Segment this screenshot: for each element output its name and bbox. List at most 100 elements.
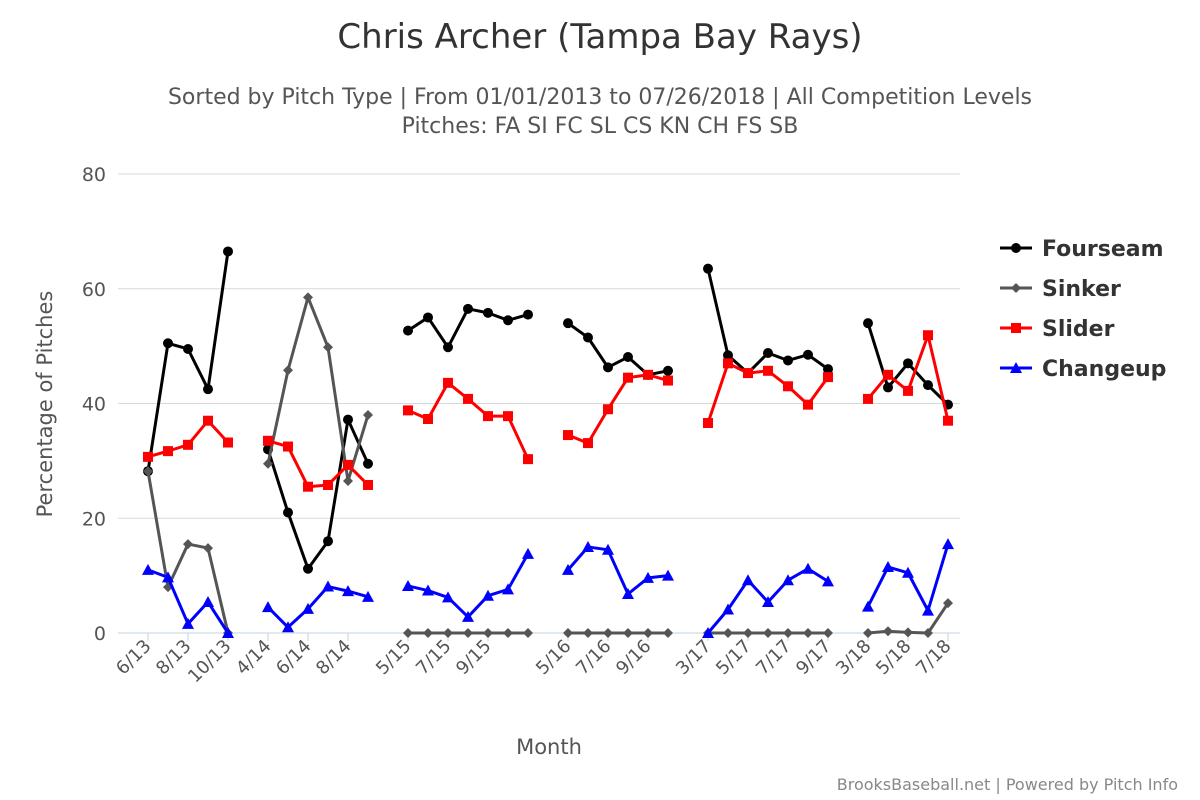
data-point-fourseam bbox=[163, 338, 173, 349]
data-point-changeup bbox=[142, 563, 154, 575]
data-point-slider bbox=[943, 415, 953, 426]
data-point-changeup bbox=[422, 584, 434, 596]
data-point-changeup bbox=[782, 574, 794, 586]
data-point-sinker bbox=[183, 539, 193, 550]
legend-item-changeup[interactable]: Changeup bbox=[1000, 357, 1166, 382]
data-point-fourseam bbox=[863, 318, 873, 329]
data-point-fourseam bbox=[283, 507, 293, 518]
data-point-slider bbox=[303, 481, 313, 492]
data-point-slider bbox=[743, 368, 753, 379]
series-plot-area bbox=[142, 246, 954, 638]
series-line-slider bbox=[567, 373, 669, 445]
data-point-sinker bbox=[323, 342, 333, 353]
data-point-slider bbox=[823, 372, 833, 383]
data-point-sinker bbox=[903, 627, 913, 638]
chart-credits[interactable]: BrooksBaseball.net | Powered by Pitch In… bbox=[837, 775, 1178, 794]
data-point-sinker bbox=[443, 628, 453, 638]
series-line-changeup bbox=[566, 545, 669, 596]
data-point-slider bbox=[263, 435, 273, 446]
data-point-slider bbox=[423, 413, 433, 424]
y-tick-label-40: 40 bbox=[82, 394, 106, 416]
data-point-changeup bbox=[742, 574, 754, 586]
series-line-sinker bbox=[266, 295, 370, 483]
data-point-changeup bbox=[762, 596, 774, 608]
chart-title: Chris Archer (Tampa Bay Rays) bbox=[337, 17, 862, 57]
series-line-sinker bbox=[146, 470, 230, 634]
data-point-changeup bbox=[182, 617, 194, 629]
data-point-fourseam bbox=[323, 536, 333, 547]
data-point-changeup bbox=[862, 600, 874, 612]
data-point-slider bbox=[343, 459, 353, 470]
data-point-changeup bbox=[882, 561, 894, 573]
data-point-sinker bbox=[563, 628, 573, 638]
data-point-sinker bbox=[603, 628, 613, 638]
data-point-slider bbox=[463, 393, 473, 404]
legend-label-sinker: Sinker bbox=[1042, 277, 1121, 302]
data-point-changeup bbox=[822, 575, 834, 587]
x-axis-title: Month bbox=[516, 735, 582, 759]
data-point-fourseam bbox=[603, 362, 613, 373]
data-point-sinker bbox=[303, 292, 313, 303]
data-point-fourseam bbox=[183, 343, 193, 354]
data-point-sinker bbox=[863, 628, 873, 638]
data-point-changeup bbox=[322, 580, 334, 592]
data-point-slider bbox=[223, 437, 233, 448]
y-tick-label-60: 60 bbox=[82, 279, 106, 301]
data-point-fourseam bbox=[583, 332, 593, 343]
chart-subtitle-line2: Pitches: FA SI FC SL CS KN CH FS SB bbox=[402, 114, 799, 139]
data-point-changeup bbox=[902, 566, 914, 578]
x-tick-label: 6/13 bbox=[112, 636, 155, 679]
data-point-fourseam bbox=[663, 365, 673, 376]
legend-item-fourseam[interactable]: Fourseam bbox=[1000, 237, 1164, 262]
data-point-fourseam bbox=[563, 318, 573, 329]
data-point-changeup bbox=[202, 596, 214, 608]
data-point-slider bbox=[663, 375, 673, 386]
data-point-sinker bbox=[203, 543, 213, 554]
x-tick-label: 8/14 bbox=[312, 636, 355, 679]
data-point-sinker bbox=[763, 628, 773, 638]
legend-item-sinker[interactable]: Sinker bbox=[1000, 277, 1121, 302]
data-point-changeup bbox=[362, 590, 374, 602]
data-point-slider bbox=[523, 454, 533, 465]
data-point-slider bbox=[803, 399, 813, 410]
data-point-sinker bbox=[423, 628, 433, 638]
data-point-slider bbox=[583, 438, 593, 449]
x-tick-label: 7/16 bbox=[572, 636, 615, 679]
data-point-sinker bbox=[463, 628, 473, 638]
x-tick-label: 7/15 bbox=[412, 636, 455, 679]
chart-legend[interactable]: Fourseam Sinker Slider Changeup bbox=[1000, 237, 1166, 382]
data-point-slider bbox=[443, 377, 453, 388]
data-point-slider bbox=[163, 446, 173, 457]
data-point-slider bbox=[623, 372, 633, 383]
data-point-changeup bbox=[722, 603, 734, 615]
series-line-fourseam bbox=[146, 251, 230, 472]
series-changeup bbox=[142, 538, 954, 638]
y-tick-label-80: 80 bbox=[82, 164, 106, 186]
data-point-sinker bbox=[583, 628, 593, 638]
x-tick-label: 6/14 bbox=[272, 636, 315, 679]
data-point-slider bbox=[143, 451, 153, 462]
legend-marker-changeup bbox=[1010, 362, 1022, 373]
data-point-sinker bbox=[343, 475, 353, 486]
data-point-changeup bbox=[602, 543, 614, 555]
data-point-sinker bbox=[503, 628, 513, 638]
data-point-slider bbox=[783, 381, 793, 392]
legend-item-slider[interactable]: Slider bbox=[1000, 317, 1115, 342]
data-point-fourseam bbox=[903, 358, 913, 369]
data-point-slider bbox=[903, 385, 913, 396]
x-tick-label: 5/18 bbox=[872, 636, 915, 679]
data-point-changeup bbox=[262, 601, 274, 613]
data-point-changeup bbox=[402, 579, 414, 591]
data-point-fourseam bbox=[403, 325, 413, 336]
y-axis-ticks: 0 20 40 60 80 bbox=[82, 164, 106, 645]
data-point-slider bbox=[363, 479, 373, 490]
data-point-fourseam bbox=[363, 458, 373, 469]
data-point-fourseam bbox=[723, 350, 733, 361]
data-point-sinker bbox=[883, 626, 893, 637]
legend-label-slider: Slider bbox=[1042, 317, 1115, 342]
x-tick-label: 3/18 bbox=[832, 636, 875, 679]
data-point-slider bbox=[323, 479, 333, 490]
series-line-slider bbox=[147, 419, 230, 459]
x-tick-label: 9/17 bbox=[792, 636, 835, 679]
